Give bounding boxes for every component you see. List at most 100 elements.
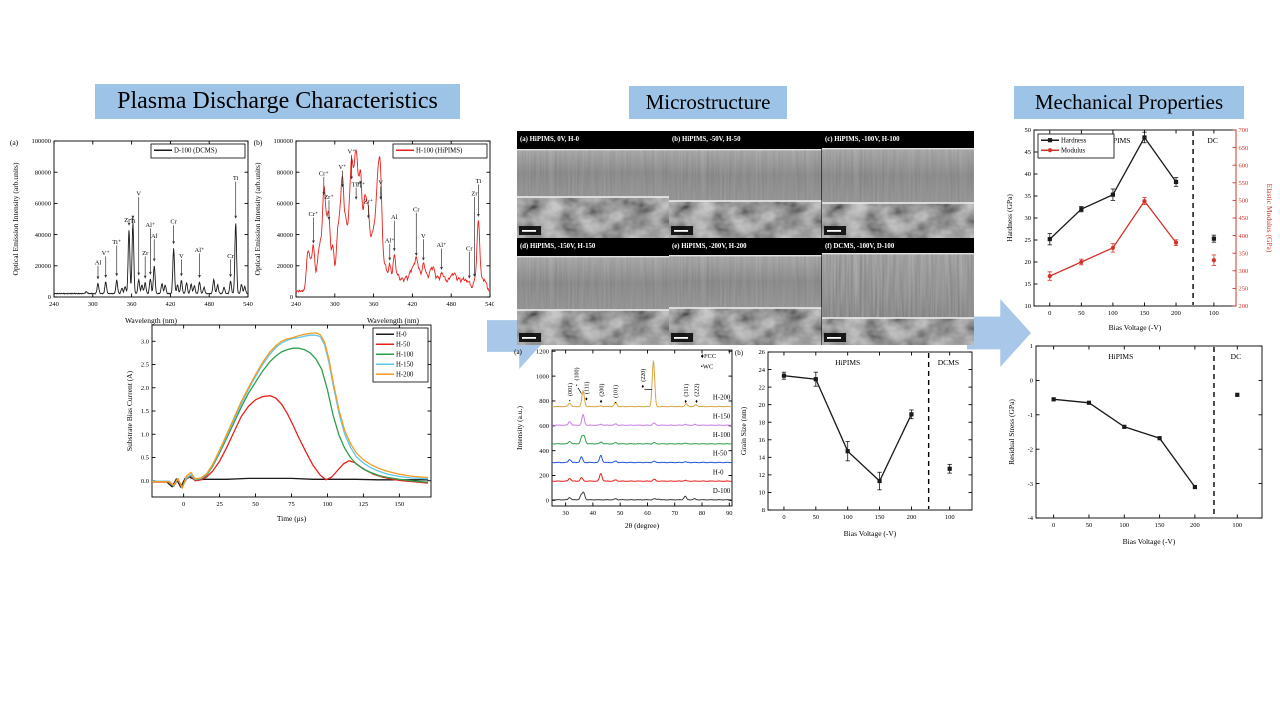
svg-text:Al⁺: Al⁺	[437, 242, 448, 249]
svg-text:20000: 20000	[35, 263, 51, 270]
svg-text:450: 450	[1239, 215, 1249, 222]
svg-text:Cr⁺: Cr⁺	[308, 211, 319, 218]
svg-text:25: 25	[216, 501, 223, 508]
svg-text:200: 200	[539, 473, 549, 480]
svg-text:(311): (311)	[683, 384, 690, 397]
svg-text:Al⁺: Al⁺	[195, 247, 206, 254]
svg-text:Al⁺: Al⁺	[385, 237, 396, 244]
svg-text:1200: 1200	[536, 348, 549, 355]
svg-text:H-100 (HiPIMS): H-100 (HiPIMS)	[416, 148, 462, 155]
sem-panel: (f) DCMS, -100V, D-100	[821, 238, 974, 345]
svg-text:(222): (222)	[694, 384, 701, 397]
svg-text:-4: -4	[1028, 515, 1034, 522]
svg-text:0.5: 0.5	[141, 455, 149, 462]
svg-text:350: 350	[1239, 250, 1249, 257]
svg-text:DC: DC	[1231, 352, 1241, 361]
svg-text:Grain Size (nm): Grain Size (nm)	[739, 406, 748, 455]
svg-text:DCMS: DCMS	[938, 358, 959, 367]
svg-text:22: 22	[759, 384, 766, 391]
xrd-patterns-chart: 30 40 50 60 70 80 90 0 200 400 600 800 1000 1200 2θ (d…	[514, 348, 733, 530]
sem-panel: (c) HiPIMS, -100V, H-100	[821, 131, 974, 238]
sem-panel: (a) HiPIMS, 0V, H-0	[517, 131, 670, 238]
svg-text:150: 150	[875, 514, 885, 521]
svg-text:90: 90	[726, 510, 733, 517]
svg-text:Cr: Cr	[466, 245, 473, 252]
svg-text:650: 650	[1239, 145, 1249, 152]
svg-text:V⁺: V⁺	[348, 149, 357, 156]
svg-text:♦: ♦	[684, 399, 687, 405]
svg-text:50: 50	[1025, 127, 1032, 134]
svg-text:Ti: Ti	[233, 175, 239, 182]
svg-text:Cr⁺: Cr⁺	[319, 170, 330, 177]
svg-text:Cr: Cr	[227, 253, 234, 260]
svg-text:360: 360	[369, 301, 379, 308]
svg-text:Bias Voltage (-V): Bias Voltage (-V)	[844, 529, 897, 538]
svg-text:125: 125	[359, 501, 369, 508]
svg-text:100000: 100000	[274, 138, 294, 145]
svg-text:200: 200	[907, 514, 917, 521]
svg-text:0: 0	[1048, 310, 1051, 317]
svg-text:(220): (220)	[640, 369, 647, 382]
svg-text:60: 60	[644, 510, 651, 517]
svg-text:540: 540	[243, 301, 253, 308]
svg-text:♦: ♦	[695, 399, 698, 405]
svg-text:(111): (111)	[584, 382, 591, 395]
svg-text:-3: -3	[1028, 481, 1033, 488]
svg-text:H-200: H-200	[713, 395, 731, 402]
svg-text:420: 420	[166, 301, 176, 308]
svg-text:Cr: Cr	[170, 219, 177, 226]
svg-text:70: 70	[671, 510, 678, 517]
svg-text:200: 200	[1171, 310, 1181, 317]
svg-text:0: 0	[1052, 522, 1055, 529]
svg-text:1.5: 1.5	[141, 408, 149, 415]
svg-text:Zr: Zr	[471, 191, 478, 198]
sem-panel-label: (c) HiPIMS, -100V, H-100	[825, 136, 900, 143]
svg-text:2.5: 2.5	[141, 362, 149, 369]
svg-text:(100): (100)	[574, 367, 581, 380]
svg-text:♦: ♦	[641, 384, 644, 390]
svg-text:60000: 60000	[277, 201, 293, 208]
svg-text:3.0: 3.0	[141, 338, 149, 345]
svg-text:300: 300	[330, 301, 340, 308]
svg-text:100: 100	[1232, 522, 1242, 529]
substrate-bias-current-chart: 0 25 50 75 100 125 150 0.0 0.5 1.0 1.5 2.0 2.5 3.0 Tim…	[125, 324, 432, 523]
section-header-plasma: Plasma Discharge Characteristics	[95, 84, 460, 119]
svg-text:V: V	[421, 233, 426, 240]
svg-text:400: 400	[539, 448, 549, 455]
oes-spectrum-dcms-chart: 240 300 360 420 480 540 0 20000 40000 60000 80000 1…	[10, 138, 253, 325]
svg-text:100: 100	[843, 514, 853, 521]
svg-text:50: 50	[1078, 310, 1085, 317]
sem-panel-label: (b) HiPIMS, -50V, H-50	[672, 136, 741, 143]
svg-text:16: 16	[759, 437, 766, 444]
svg-text:0: 0	[290, 294, 293, 301]
svg-text:0: 0	[546, 498, 549, 505]
svg-text:(a): (a)	[10, 138, 19, 147]
svg-text:40000: 40000	[277, 232, 293, 239]
svg-text:•: •	[576, 383, 578, 389]
grain-size-chart: 0 50 100 150 200 100 8 10 12 14 16 18 20 22 24 26 Bias V…	[735, 349, 973, 538]
svg-text:100: 100	[1209, 310, 1219, 317]
svg-text:20: 20	[759, 402, 766, 409]
svg-text:600: 600	[539, 423, 549, 430]
svg-text:Wavelength (nm): Wavelength (nm)	[367, 316, 420, 325]
svg-text:400: 400	[1239, 233, 1249, 240]
svg-text:0: 0	[182, 501, 185, 508]
svg-text:H-150: H-150	[396, 362, 414, 369]
svg-text:75: 75	[288, 501, 295, 508]
svg-text:H-200: H-200	[396, 372, 414, 379]
svg-text:45: 45	[1025, 149, 1032, 156]
svg-text:Ti⁺: Ti⁺	[352, 181, 362, 188]
svg-text:800: 800	[539, 398, 549, 405]
svg-text:Al: Al	[95, 259, 102, 266]
svg-text:HiPIMS: HiPIMS	[1105, 136, 1130, 145]
svg-text:Zr⁺: Zr⁺	[324, 194, 334, 201]
svg-text:Cr: Cr	[413, 206, 420, 213]
svg-text:H-50: H-50	[396, 342, 411, 349]
svg-text:Zr⁺: Zr⁺	[364, 198, 374, 205]
sem-panel-label: (f) DCMS, -100V, D-100	[825, 243, 895, 250]
sem-panel: (d) HiPIMS, -150V, H-150	[517, 238, 670, 345]
svg-text:0: 0	[782, 514, 785, 521]
oes-spectrum-hipims-chart: 240 300 360 420 480 540 0 20000 40000 60000 80000 1…	[253, 138, 494, 325]
svg-text:0: 0	[1030, 378, 1033, 385]
